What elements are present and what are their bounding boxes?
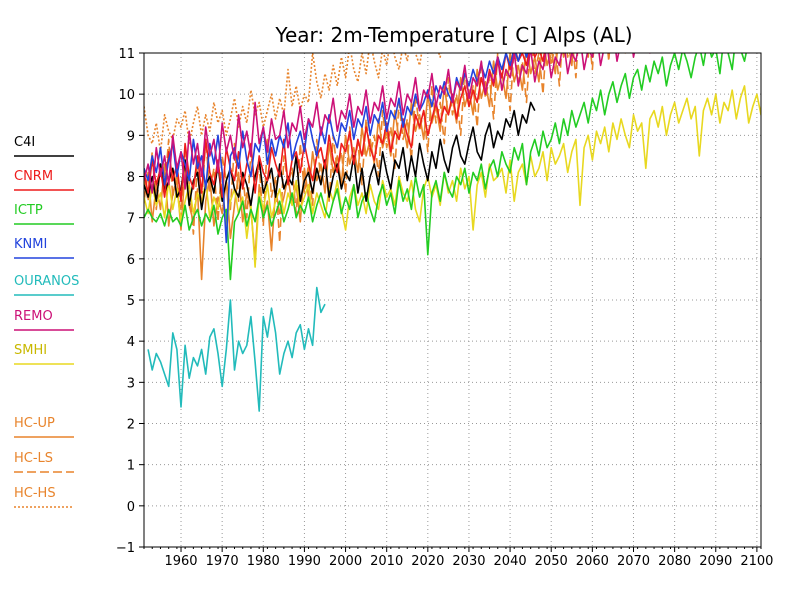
legend-label-remo: REMO bbox=[14, 309, 53, 324]
y-tick-label: 8 bbox=[127, 171, 135, 186]
x-tick-label: 2060 bbox=[576, 554, 609, 569]
legend-label-hc-up: HC-UP bbox=[14, 416, 55, 431]
legend-label-knmi: KNMI bbox=[14, 237, 47, 252]
y-tick-label: 11 bbox=[118, 47, 135, 62]
chart-title: Year: 2m-Temperature [ C] Alps (AL) bbox=[274, 23, 632, 47]
x-tick-label: 1980 bbox=[247, 554, 280, 569]
series-line-smhi bbox=[144, 85, 761, 268]
legend-label-cnrm: CNRM bbox=[14, 169, 53, 184]
y-tick-label: 5 bbox=[127, 294, 135, 309]
y-tick-label: 6 bbox=[127, 253, 135, 268]
x-tick-label: 2100 bbox=[740, 554, 773, 569]
y-tick-label: 0 bbox=[127, 500, 135, 515]
legend-label-ouranos: OURANOS bbox=[14, 274, 79, 289]
x-tick-label: 2020 bbox=[411, 554, 444, 569]
legend: C4I CNRM ICTP KNMI OURANOS REMO SMHI HC-UP HC-LS… bbox=[14, 135, 79, 508]
x-tick-label: 2030 bbox=[452, 554, 485, 569]
legend-label-ictp: ICTP bbox=[14, 203, 43, 218]
x-tick-label: 1990 bbox=[288, 554, 321, 569]
y-tick-label: 3 bbox=[127, 376, 135, 391]
y-tick-label: 4 bbox=[127, 335, 135, 350]
y-tick-label: 10 bbox=[118, 88, 135, 103]
series-line-knmi bbox=[144, 53, 536, 244]
y-tick-label: 2 bbox=[127, 418, 135, 433]
y-tick-label: 7 bbox=[127, 212, 135, 227]
series-line-cnrm bbox=[144, 53, 565, 202]
legend-label-hc-ls: HC-LS bbox=[14, 451, 53, 466]
series-line-hc-up bbox=[144, 53, 590, 281]
y-tick-label: 1 bbox=[127, 459, 135, 474]
legend-label-c4i: C4I bbox=[14, 135, 35, 150]
x-tick-label: 2010 bbox=[370, 554, 403, 569]
x-tick-label: 2090 bbox=[699, 554, 732, 569]
x-tick-label: 1960 bbox=[164, 554, 197, 569]
series-line-ictp bbox=[144, 53, 747, 281]
series-line-c4i bbox=[144, 101, 536, 211]
x-tick-label: 2080 bbox=[658, 554, 691, 569]
y-tick-label: 9 bbox=[127, 129, 135, 144]
x-tick-label: 2070 bbox=[617, 554, 650, 569]
series-line-ouranos bbox=[147, 286, 326, 412]
x-tick-label: 2000 bbox=[329, 554, 362, 569]
x-tick-label: 2040 bbox=[494, 554, 527, 569]
legend-label-smhi: SMHI bbox=[14, 343, 47, 358]
series-lines bbox=[144, 53, 761, 412]
y-tick-label: −1 bbox=[116, 541, 135, 556]
x-tick-label: 2050 bbox=[535, 554, 568, 569]
x-axis-ticks: 1960 1970 1980 1990 2000 2010 2020 2030 2040 2050… bbox=[143, 547, 773, 569]
y-axis-ticks: −1 0 1 2 3 4 5 6 7 8 9 10 11 bbox=[116, 47, 144, 556]
x-tick-label: 1970 bbox=[206, 554, 239, 569]
series-line-remo bbox=[144, 53, 651, 194]
legend-label-hc-hs: HC-HS bbox=[14, 486, 56, 501]
